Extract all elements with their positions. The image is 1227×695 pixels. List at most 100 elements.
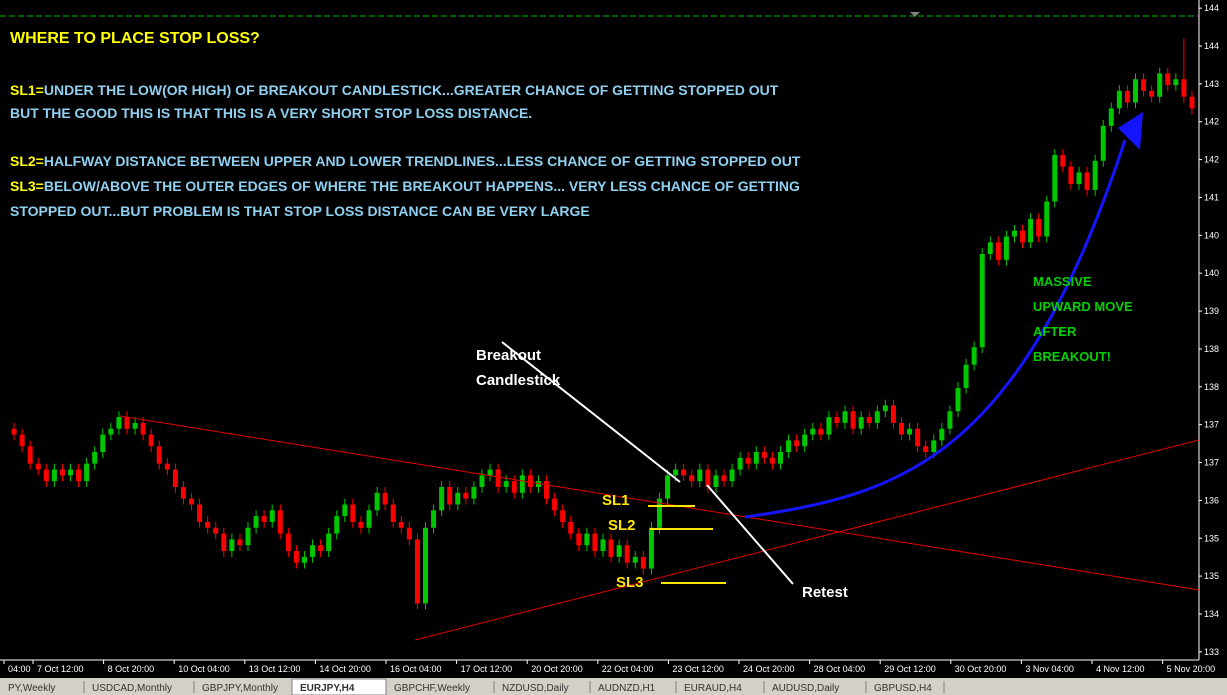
candle-body bbox=[713, 475, 719, 487]
tab[interactable]: AUDNZD,H1 bbox=[598, 683, 656, 694]
price-axis: 144 144 143 142 142 141 140 140 139 138 138 137 137 1… bbox=[1199, 3, 1219, 657]
candle-body bbox=[729, 469, 735, 482]
candle-body bbox=[592, 533, 598, 552]
candle-body bbox=[1141, 79, 1147, 91]
candle-body bbox=[100, 434, 106, 453]
annotation: MASSIVE bbox=[1033, 274, 1092, 289]
candle-body bbox=[1173, 79, 1179, 86]
candle-body bbox=[858, 417, 864, 429]
note-label: SL2= bbox=[10, 153, 44, 169]
candle-body bbox=[810, 428, 816, 435]
candle-body bbox=[826, 417, 832, 435]
candle-body bbox=[842, 411, 848, 423]
tab[interactable]: EURAUD,H4 bbox=[684, 683, 742, 694]
note-label: SL3= bbox=[10, 178, 44, 194]
y-tick-label: 135 bbox=[1204, 571, 1219, 581]
y-tick-label: 137 bbox=[1204, 420, 1219, 430]
candle-body bbox=[527, 475, 533, 487]
candle-body bbox=[132, 422, 138, 429]
candle-body bbox=[180, 486, 186, 499]
candle-body bbox=[866, 417, 872, 423]
candle-body bbox=[503, 481, 509, 487]
candle-body bbox=[955, 387, 961, 412]
candles bbox=[11, 38, 1195, 610]
candle-body bbox=[761, 452, 767, 458]
tabs: PY,Weekly USDCAD,Monthly GBPJPY,Monthly EUR… bbox=[8, 678, 945, 695]
time-axis: 04:00 7 Oct 12:00 8 Oct 20:00 10 Oct 04:00 1… bbox=[3, 660, 1215, 674]
candle-body bbox=[366, 510, 372, 528]
y-tick-label: 136 bbox=[1204, 495, 1219, 505]
candle-body bbox=[19, 434, 25, 447]
note-line: BUT THE GOOD THIS IS THAT THIS IS A VERY… bbox=[10, 105, 532, 121]
candle-body bbox=[35, 463, 41, 470]
candle-body bbox=[1060, 154, 1066, 167]
x-tick-label: 20 Oct 20:00 bbox=[531, 664, 583, 674]
candle-body bbox=[1189, 96, 1195, 109]
x-tick-label: 17 Oct 12:00 bbox=[461, 664, 513, 674]
x-tick-label: 24 Oct 20:00 bbox=[743, 664, 795, 674]
notes: SL1=UNDER THE LOW(OR HIGH) OF BREAKOUT C… bbox=[10, 82, 801, 219]
candle-body bbox=[463, 492, 469, 499]
x-tick-label: 4 Nov 12:00 bbox=[1096, 664, 1145, 674]
tab[interactable]: EURJPY,H4 bbox=[300, 683, 355, 694]
y-tick-label: 135 bbox=[1204, 533, 1219, 543]
candle-body bbox=[931, 440, 937, 453]
tab[interactable]: USDCAD,Monthly bbox=[92, 683, 172, 694]
x-tick-label: 23 Oct 12:00 bbox=[672, 664, 724, 674]
candle-body bbox=[552, 498, 558, 511]
candle-body bbox=[1092, 160, 1098, 190]
tab[interactable]: GBPJPY,Monthly bbox=[202, 683, 278, 694]
candle-body bbox=[229, 539, 235, 552]
candle-body bbox=[253, 516, 259, 528]
y-tick-label: 133 bbox=[1204, 647, 1219, 657]
candle-body bbox=[673, 469, 679, 476]
candle-body bbox=[261, 516, 267, 522]
candle-body bbox=[390, 504, 396, 522]
candle-body bbox=[1149, 90, 1155, 97]
x-tick-label: 29 Oct 12:00 bbox=[884, 664, 936, 674]
candle-body bbox=[753, 452, 759, 464]
candle-body bbox=[269, 510, 275, 522]
candle-body bbox=[535, 481, 541, 487]
candle-body bbox=[1036, 219, 1042, 237]
candle-body bbox=[794, 440, 800, 447]
candle-body bbox=[342, 504, 348, 517]
candle-body bbox=[334, 516, 340, 534]
candle-body bbox=[51, 469, 57, 482]
candle-body bbox=[431, 510, 437, 528]
candle-body bbox=[318, 545, 324, 552]
lower-trendline bbox=[414, 439, 1200, 641]
candle-body bbox=[519, 475, 525, 493]
candle-body bbox=[1020, 230, 1026, 243]
tab[interactable]: AUDUSD,Daily bbox=[772, 683, 839, 694]
candle-body bbox=[560, 510, 566, 522]
annotation: AFTER bbox=[1033, 324, 1077, 339]
x-tick-label: 22 Oct 04:00 bbox=[602, 664, 654, 674]
y-tick-label: 142 bbox=[1204, 117, 1219, 127]
candle-body bbox=[1076, 172, 1082, 185]
candle-body bbox=[124, 417, 130, 429]
x-tick-label: 14 Oct 20:00 bbox=[319, 664, 371, 674]
candle-body bbox=[1003, 236, 1009, 260]
candle-body bbox=[358, 521, 364, 528]
y-tick-label: 139 bbox=[1204, 306, 1219, 316]
candle-body bbox=[479, 475, 485, 487]
tab[interactable]: PY,Weekly bbox=[8, 683, 55, 694]
candle-body bbox=[544, 481, 550, 499]
tab[interactable]: NZDUSD,Daily bbox=[502, 683, 569, 694]
candle-body bbox=[84, 463, 90, 482]
candle-body bbox=[939, 428, 945, 441]
y-tick-label: 134 bbox=[1204, 609, 1219, 619]
candle-body bbox=[156, 446, 162, 464]
candle-body bbox=[213, 527, 219, 534]
tab[interactable]: GBPCHF,Weekly bbox=[394, 683, 470, 694]
annotation: BREAKOUT! bbox=[1033, 349, 1111, 364]
candle-body bbox=[882, 405, 888, 412]
tab[interactable]: GBPUSD,H4 bbox=[874, 683, 932, 694]
candle-body bbox=[648, 527, 654, 569]
candle-body bbox=[172, 469, 178, 487]
annotation: Candlestick bbox=[476, 372, 561, 389]
x-tick-label: 04:00 bbox=[8, 664, 31, 674]
